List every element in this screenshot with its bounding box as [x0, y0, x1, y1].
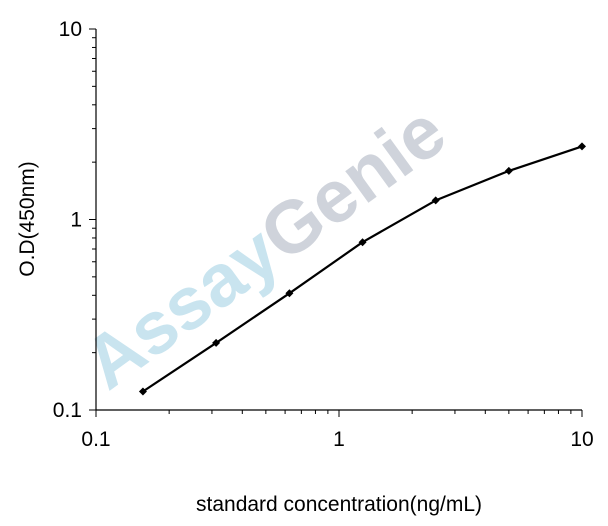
data-point: [285, 289, 294, 298]
y-axis-title: O.D(450nm): [16, 161, 39, 277]
x-tick-label: 1: [333, 428, 345, 451]
data-point: [431, 196, 440, 205]
data-point: [358, 238, 367, 247]
y-tick-label: 0.1: [53, 399, 82, 422]
data-point: [578, 142, 586, 151]
watermark: AssayGenie: [69, 89, 461, 405]
data-point: [212, 338, 221, 347]
tick-marks: [89, 28, 583, 417]
x-axis-title: standard concentration(ng/mL): [196, 493, 482, 516]
y-tick-labels: 0.1 1 10: [53, 18, 82, 422]
svg-text:AssayGenie: AssayGenie: [69, 89, 461, 405]
y-tick-label: 10: [59, 18, 82, 41]
x-tick-label: 10: [570, 428, 593, 451]
data-series: [138, 142, 586, 396]
data-point: [138, 387, 147, 396]
watermark-part1: Assay: [69, 210, 294, 405]
data-point: [504, 166, 513, 175]
x-tick-labels: 0.1 1 10: [81, 428, 593, 451]
x-tick-label: 0.1: [81, 428, 110, 451]
y-tick-label: 1: [70, 209, 82, 232]
